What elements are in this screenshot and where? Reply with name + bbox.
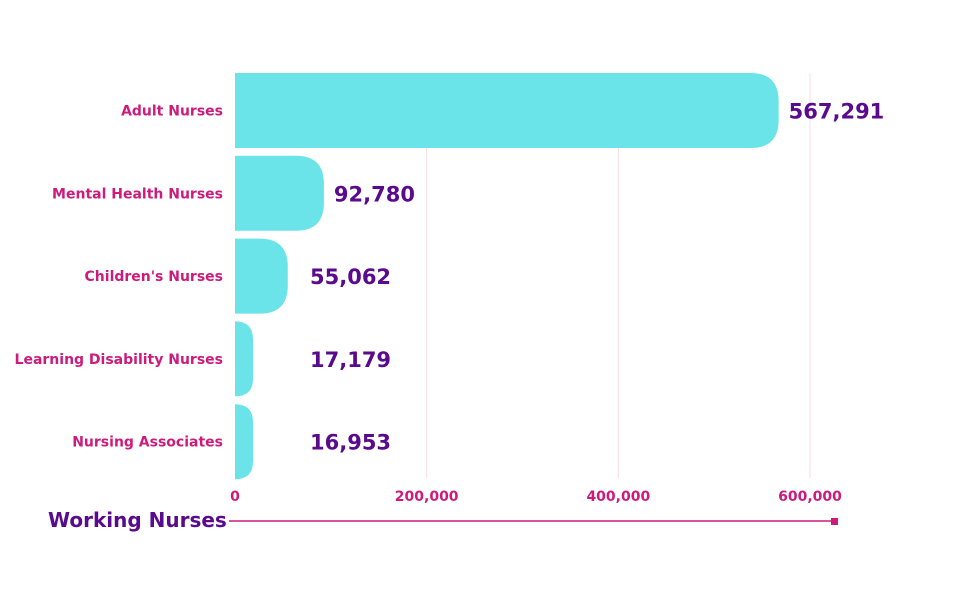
bar	[235, 321, 253, 397]
value-label: 92,780	[334, 182, 415, 206]
value-label: 567,291	[789, 100, 885, 124]
category-label: Learning Disability Nurses	[15, 352, 223, 368]
value-labels: 567,291 92,780 55,062 17,179 16,953	[310, 100, 884, 455]
bar	[235, 73, 779, 148]
x-tick-label: 200,000	[395, 489, 459, 505]
bar	[235, 238, 288, 314]
category-label: Nursing Associates	[72, 435, 223, 451]
bar	[235, 155, 324, 231]
category-labels: Adult Nurses Mental Health Nurses Children…	[15, 104, 223, 451]
x-axis-end-marker	[831, 518, 838, 525]
x-tick-label: 600,000	[778, 489, 842, 505]
x-axis-title: Working Nurses	[48, 508, 227, 532]
category-label: Mental Health Nurses	[52, 186, 223, 202]
x-tick-labels: 0 200,000 400,000 600,000	[230, 489, 842, 505]
category-label: Children's Nurses	[85, 269, 223, 285]
value-label: 17,179	[310, 348, 391, 372]
category-label: Adult Nurses	[121, 104, 223, 120]
x-tick-label: 400,000	[586, 489, 650, 505]
bars	[235, 73, 779, 480]
value-label: 55,062	[310, 265, 391, 289]
x-tick-label: 0	[230, 489, 240, 505]
value-label: 16,953	[310, 431, 391, 455]
bar	[235, 404, 253, 480]
